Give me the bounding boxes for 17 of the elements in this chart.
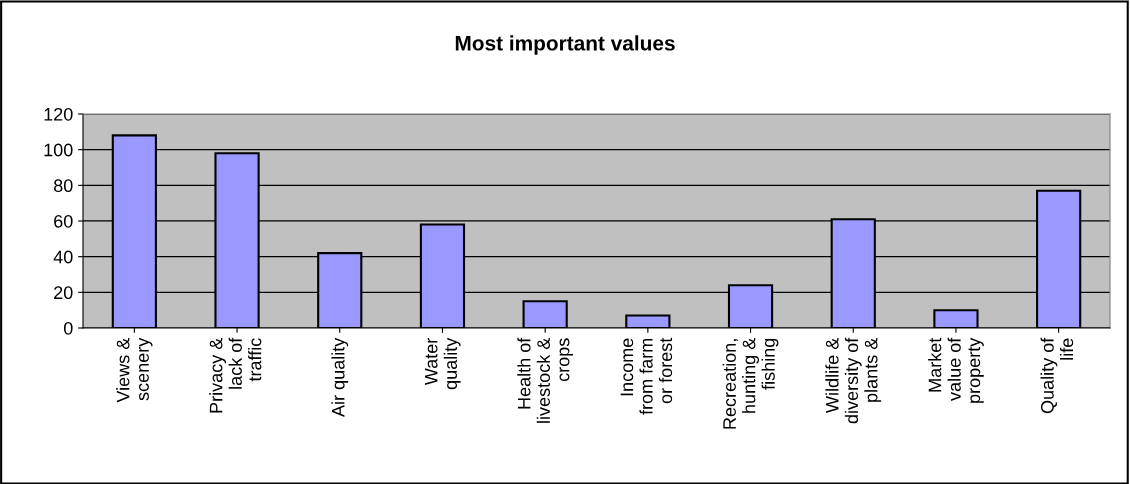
x-tick-label: Air quality [331,337,349,417]
x-tick-label: Views & scenery [116,337,153,403]
y-tick-label: 0 [63,321,73,335]
y-tick-label: 100 [44,143,73,157]
y-tick-label: 120 [44,107,73,121]
y-tick-label: 80 [53,179,73,193]
chart-title: Most important values [455,35,675,55]
y-tick-label: 20 [54,286,73,300]
x-tick-label: Market value of property [928,337,984,403]
y-tick-label: 60 [54,214,73,228]
x-tick-label: Health of livestock & crops [517,337,574,423]
x-tick-label: Water quality [424,337,461,390]
x-tick-label: Quality of life [1040,337,1074,414]
y-tick-label: 40 [53,250,73,264]
x-tick-label: Privacy & lack of traffic [209,337,262,413]
x-tick-label: Recreation, hunting & fishing [722,338,779,429]
x-tick-label: Income from farm or forest [620,337,673,415]
